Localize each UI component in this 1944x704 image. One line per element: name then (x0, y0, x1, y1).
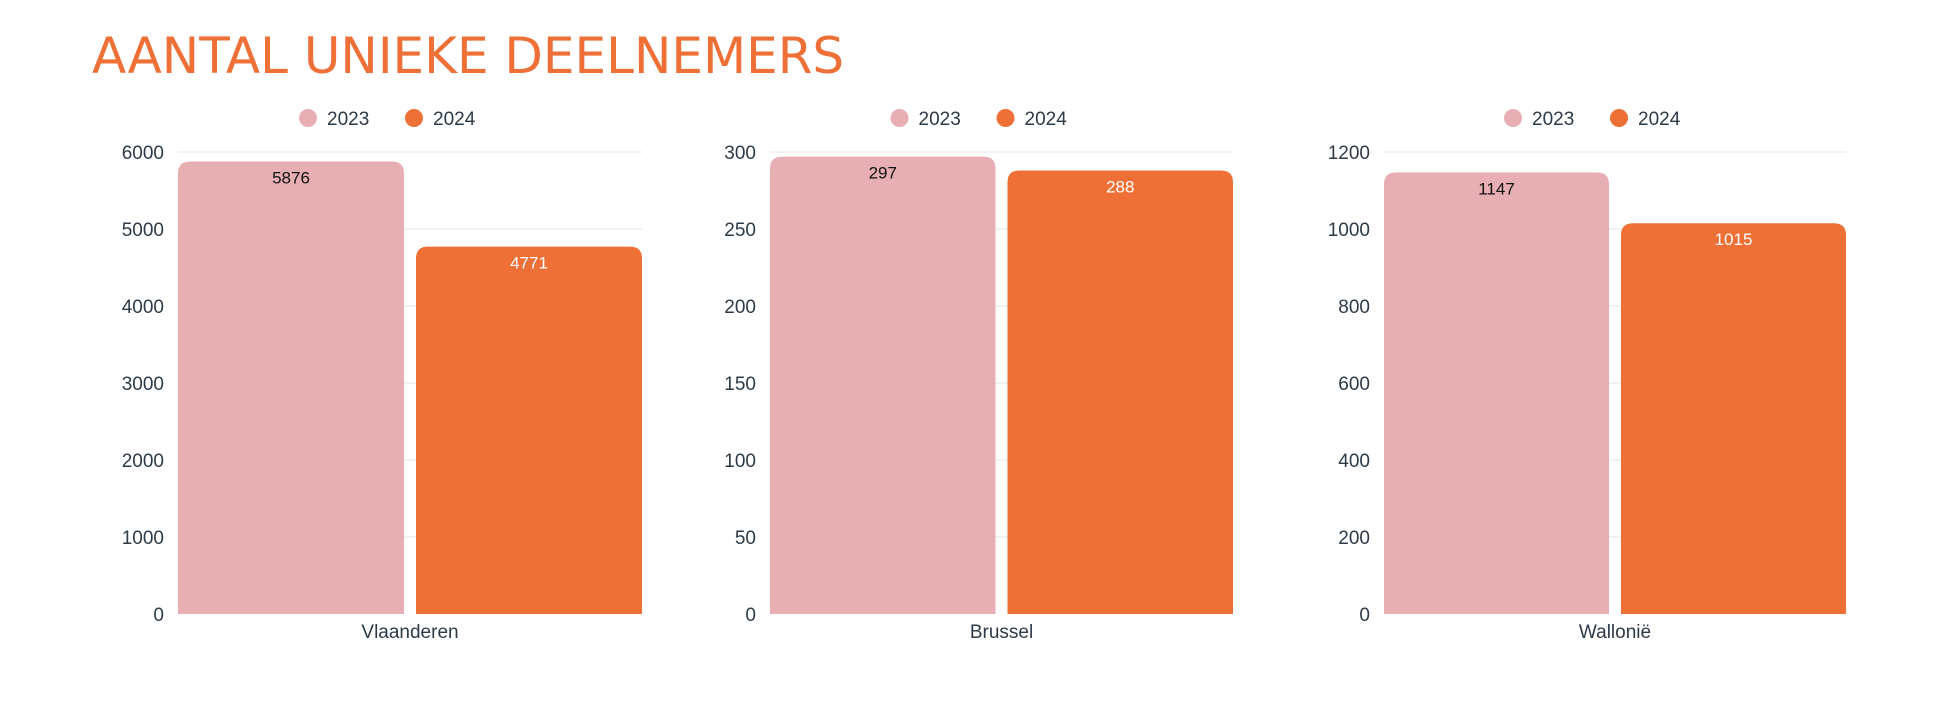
y-tick-label: 50 (735, 528, 756, 549)
y-tick-label: 200 (724, 297, 756, 318)
y-tick-label: 6000 (122, 143, 164, 164)
y-tick-label: 400 (1338, 451, 1370, 472)
legend-swatch-2024 (1610, 109, 1628, 127)
legend-swatch-2024 (405, 109, 423, 127)
y-tick-label: 0 (1359, 605, 1370, 626)
y-tick-label: 200 (1338, 528, 1370, 549)
category-label: Vlaanderen (361, 622, 458, 643)
value-label: 1015 (1715, 230, 1753, 249)
value-label: 5876 (272, 169, 310, 188)
y-tick-label: 3000 (122, 374, 164, 395)
bar-2024 (1621, 223, 1846, 614)
page-title: AANTAL UNIEKE DEELNEMERS (92, 27, 845, 85)
y-tick-label: 0 (153, 605, 164, 626)
legend-label: 2023 (919, 109, 961, 130)
bar-2023 (770, 156, 996, 614)
y-tick-label: 300 (724, 143, 756, 164)
value-label: 4771 (510, 254, 548, 273)
legend-label: 2024 (1638, 109, 1681, 130)
y-tick-label: 250 (724, 220, 756, 241)
category-label: Brussel (970, 622, 1033, 643)
legend-swatch-2023 (299, 109, 317, 127)
y-tick-label: 800 (1338, 297, 1370, 318)
value-label: 288 (1106, 177, 1134, 196)
y-tick-label: 1000 (122, 528, 164, 549)
y-tick-label: 5000 (122, 220, 164, 241)
legend-swatch-2024 (996, 109, 1015, 127)
y-tick-label: 4000 (122, 297, 164, 318)
legend-swatch-2023 (1504, 109, 1522, 127)
y-tick-label: 0 (745, 605, 756, 626)
legend-label: 2023 (1532, 109, 1574, 130)
value-label: 1147 (1478, 179, 1515, 198)
legend-label: 2024 (433, 109, 476, 130)
bar-2023 (1384, 172, 1609, 614)
bar-2023 (178, 161, 404, 614)
bar-2024 (416, 246, 642, 614)
category-label: Wallonië (1579, 622, 1651, 643)
y-tick-label: 1200 (1328, 143, 1370, 164)
y-tick-label: 600 (1338, 374, 1370, 395)
value-label: 297 (869, 164, 897, 183)
y-tick-label: 1000 (1328, 220, 1370, 241)
legend-label: 2024 (1025, 109, 1068, 130)
legend-swatch-2023 (890, 109, 909, 127)
y-tick-label: 100 (724, 451, 756, 472)
bar-2024 (1007, 170, 1233, 615)
y-tick-label: 2000 (122, 451, 164, 472)
y-tick-label: 150 (724, 374, 756, 395)
legend-label: 2023 (327, 109, 369, 130)
